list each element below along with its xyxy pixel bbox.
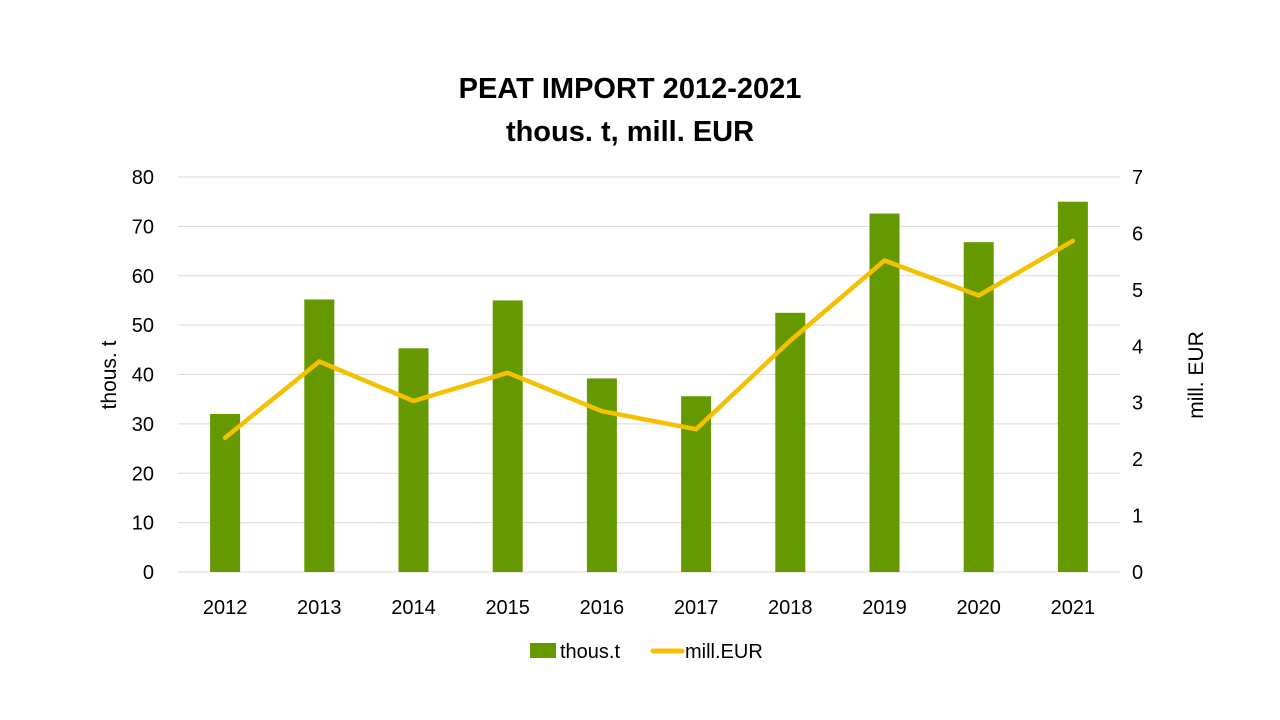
x-tick-label: 2012 (203, 597, 248, 619)
y-tick-label: 10 (132, 513, 154, 535)
bar (775, 312, 806, 572)
chart-title-block: PEAT IMPORT 2012-2021 thous. t, mill. EU… (0, 68, 1260, 154)
bar (1057, 201, 1088, 572)
y2-tick-label: 2 (1132, 449, 1143, 471)
x-tick-label: 2018 (768, 597, 813, 619)
x-tick-label: 2015 (485, 597, 530, 619)
x-tick-label: 2019 (862, 597, 907, 619)
bar (492, 300, 523, 572)
bar-series (210, 201, 1088, 573)
legend-label-bars: thous.t (560, 641, 620, 663)
legend-label-line: mill.EUR (685, 641, 763, 663)
y2-tick-label: 3 (1132, 393, 1143, 415)
y-tick-label: 50 (132, 315, 154, 337)
series-line (222, 238, 1076, 440)
y2-tick-label: 1 (1132, 506, 1143, 528)
bar (304, 299, 335, 572)
x-tick-label: 2016 (580, 597, 625, 619)
x-tick-label: 2014 (391, 597, 436, 619)
gridlines (178, 176, 1120, 573)
y2-tick-label: 4 (1132, 336, 1143, 358)
y2-tick-label: 7 (1132, 167, 1143, 189)
y-tick-label: 70 (132, 216, 154, 238)
x-axis-ticks: 2012 2013 2014 2015 2016 2017 2018 2019 2020 2021 (203, 597, 1095, 619)
x-tick-label: 2013 (297, 597, 342, 619)
left-axis-ticks: 0 10 20 30 40 50 60 70 80 (132, 167, 154, 584)
chart-subtitle: thous. t, mill. EUR (505, 116, 755, 148)
right-axis-ticks: 0 1 2 3 4 5 6 7 (1132, 167, 1143, 584)
y2-tick-label: 6 (1132, 223, 1143, 245)
bar (398, 348, 429, 572)
y2-tick-label: 5 (1132, 280, 1143, 302)
y-tick-label: 40 (132, 365, 154, 387)
y-tick-label: 60 (132, 266, 154, 288)
x-tick-label: 2021 (1051, 597, 1096, 619)
x-tick-label: 2020 (956, 597, 1001, 619)
line-series (222, 238, 1076, 440)
y-tick-label: 0 (143, 562, 154, 584)
y2-tick-label: 0 (1132, 562, 1143, 584)
x-tick-label: 2017 (674, 597, 719, 619)
y2-axis-title: mill. EUR (1185, 331, 1208, 419)
y-tick-label: 20 (132, 463, 154, 485)
bar (210, 414, 241, 572)
legend: thous.t mill.EUR (530, 641, 763, 663)
bar (869, 213, 900, 572)
chart-title: PEAT IMPORT 2012-2021 (458, 73, 802, 105)
bar (681, 396, 712, 572)
y-axis-title: thous. t (98, 340, 121, 409)
y-tick-label: 80 (132, 167, 154, 189)
y-tick-label: 30 (132, 414, 154, 436)
legend-swatch-bars (530, 643, 556, 658)
